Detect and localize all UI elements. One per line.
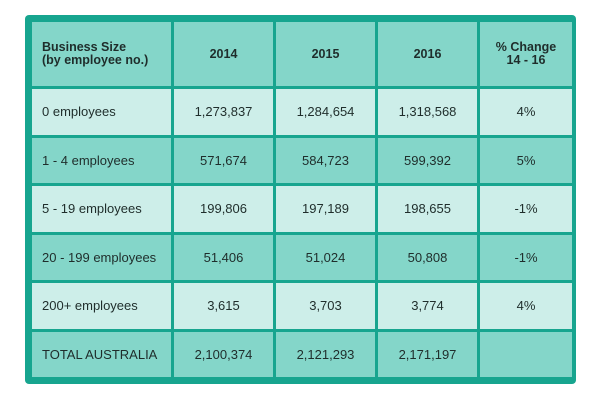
row-label: 0 employees: [32, 89, 171, 135]
cell-2016: 50,808: [378, 234, 477, 280]
header-row: Business Size (by employee no.) 2014 201…: [32, 22, 572, 86]
cell-change: 5%: [480, 137, 572, 183]
cell-2016: 2,171,197: [378, 331, 477, 377]
table-row: 20 - 199 employees 51,406 51,024 50,808 …: [32, 234, 572, 280]
cell-2015: 1,284,654: [276, 89, 375, 135]
cell-2015: 197,189: [276, 186, 375, 232]
cell-change: [480, 331, 572, 377]
data-table: Business Size (by employee no.) 2014 201…: [29, 19, 575, 380]
cell-change: -1%: [480, 234, 572, 280]
header-business-size-line1: Business Size: [42, 40, 127, 54]
header-2015: 2015: [276, 22, 375, 86]
row-label: 200+ employees: [32, 283, 171, 329]
header-business-size: Business Size (by employee no.): [32, 22, 171, 86]
row-label: TOTAL AUSTRALIA: [32, 331, 171, 377]
table-row: 1 - 4 employees 571,674 584,723 599,392 …: [32, 137, 572, 183]
header-business-size-line2: (by employee no.): [42, 53, 149, 67]
cell-2014: 199,806: [174, 186, 273, 232]
cell-2015: 3,703: [276, 283, 375, 329]
table-row: 200+ employees 3,615 3,703 3,774 4%: [32, 283, 572, 329]
cell-2016: 3,774: [378, 283, 477, 329]
header-2016: 2016: [378, 22, 477, 86]
cell-2014: 1,273,837: [174, 89, 273, 135]
cell-change: -1%: [480, 186, 572, 232]
header-2014: 2014: [174, 22, 273, 86]
cell-2015: 51,024: [276, 234, 375, 280]
header-change-line1: % Change: [495, 40, 557, 54]
cell-2016: 198,655: [378, 186, 477, 232]
cell-2014: 571,674: [174, 137, 273, 183]
business-size-table: Business Size (by employee no.) 2014 201…: [25, 15, 576, 384]
cell-2014: 51,406: [174, 234, 273, 280]
cell-2015: 2,121,293: [276, 331, 375, 377]
cell-2016: 1,318,568: [378, 89, 477, 135]
cell-change: 4%: [480, 283, 572, 329]
cell-2014: 3,615: [174, 283, 273, 329]
cell-2014: 2,100,374: [174, 331, 273, 377]
total-row: TOTAL AUSTRALIA 2,100,374 2,121,293 2,17…: [32, 331, 572, 377]
cell-2016: 599,392: [378, 137, 477, 183]
row-label: 5 - 19 employees: [32, 186, 171, 232]
cell-2015: 584,723: [276, 137, 375, 183]
row-label: 1 - 4 employees: [32, 137, 171, 183]
table-row: 5 - 19 employees 199,806 197,189 198,655…: [32, 186, 572, 232]
row-label: 20 - 199 employees: [32, 234, 171, 280]
table-row: 0 employees 1,273,837 1,284,654 1,318,56…: [32, 89, 572, 135]
header-change-line2: 14 - 16: [506, 53, 546, 67]
cell-change: 4%: [480, 89, 572, 135]
header-change: % Change 14 - 16: [480, 22, 572, 86]
